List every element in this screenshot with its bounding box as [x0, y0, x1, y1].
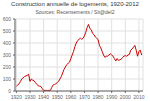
- svg-text:2010: 2010: [133, 94, 142, 100]
- svg-text:1940: 1940: [38, 94, 49, 100]
- svg-text:500: 500: [8, 28, 11, 34]
- svg-text:0: 0: [8, 88, 11, 94]
- html-text:Sources: Recensements / Sit@de: Sources: Recensements / Sit@del2: [35, 9, 115, 15]
- svg-text:1930: 1930: [24, 94, 35, 100]
- svg-text:1980: 1980: [93, 94, 104, 100]
- svg-text:1970: 1970: [79, 94, 90, 100]
- svg-text:600: 600: [8, 16, 11, 22]
- svg-text:400: 400: [8, 40, 11, 46]
- svg-text:300: 300: [8, 52, 11, 58]
- svg-text:2000: 2000: [120, 94, 131, 100]
- svg-text:1990: 1990: [106, 94, 117, 100]
- svg-text:100: 100: [8, 76, 11, 82]
- svg-text:200: 200: [8, 64, 11, 70]
- html-text:Construction annuelle de logem: Construction annuelle de logements, 1920…: [11, 1, 139, 7]
- svg-text:1950: 1950: [52, 94, 63, 100]
- svg-text:1920: 1920: [11, 94, 22, 100]
- svg-text:1960: 1960: [65, 94, 76, 100]
